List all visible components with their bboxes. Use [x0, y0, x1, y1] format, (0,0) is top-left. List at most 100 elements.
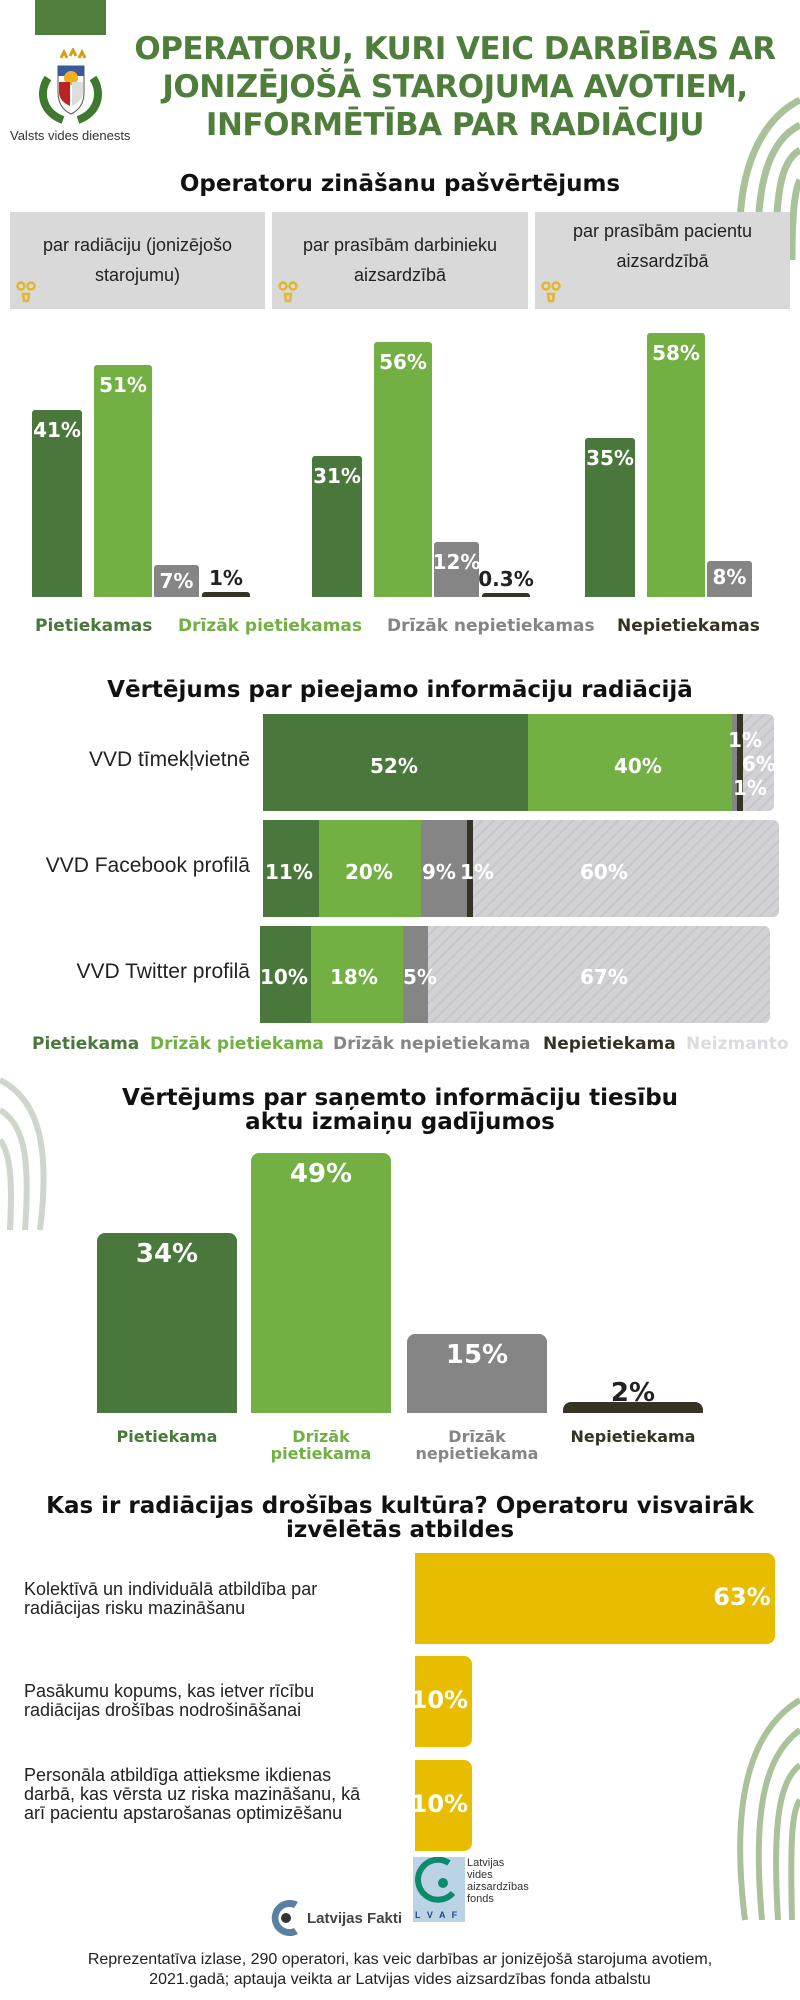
title-line: aktu izmaiņu gadījumos — [245, 1109, 555, 1135]
bar — [563, 1402, 703, 1413]
category-label: par prasībām darbinieku aizsardzībā — [302, 235, 498, 285]
bar-segment — [528, 714, 733, 811]
radiation-icon — [278, 281, 298, 303]
legend-item: Pietiekamas — [35, 616, 153, 636]
bar-segment — [402, 926, 429, 1023]
segment-label: 1% — [733, 776, 767, 800]
radiation-icon — [16, 281, 36, 303]
legend-item: Drīzāk pietiekamas — [178, 616, 363, 636]
segment-label: 60% — [580, 860, 628, 884]
data-label: 15% — [445, 1339, 509, 1370]
segment-label: 40% — [614, 754, 662, 778]
segment-label: 52% — [370, 754, 418, 778]
bar — [251, 1153, 391, 1413]
bar-segment — [732, 714, 738, 811]
category-label: par prasībām pacientu aizsardzībā — [572, 221, 753, 271]
data-label: 12% — [432, 550, 481, 575]
lvaf-text: aizsardzības — [467, 1881, 529, 1893]
row-label: VVD Facebook profilā — [45, 854, 250, 877]
segment-label: 10% — [260, 965, 308, 989]
row-label: VVD Twitter profilā — [76, 960, 250, 983]
category-box: par radiāciju (jonizējošo starojumu) — [10, 212, 265, 309]
segment-label: 9% — [422, 860, 456, 884]
data-label: 10% — [410, 1790, 469, 1818]
bar-segment — [421, 820, 467, 917]
answer-label: Pasākumu kopums, kas ietver rīcību radiā… — [24, 1681, 315, 1720]
fingerprint-decoration-bottom — [737, 1697, 800, 1921]
bar-segment — [260, 926, 311, 1023]
data-label: 2% — [610, 1378, 656, 1409]
data-label: 31% — [313, 463, 361, 488]
footnote: Reprezentatīva izlase, 290 operatori, ka… — [0, 1950, 800, 1990]
category-label: Drīzāk nepietiekama — [415, 1427, 539, 1463]
segment-label: 18% — [330, 965, 378, 989]
data-label: 7% — [159, 569, 194, 594]
bar-segment — [428, 926, 770, 1023]
bar-segment — [319, 820, 422, 917]
radiation-icon — [541, 281, 561, 303]
segment-label: 6% — [742, 752, 776, 776]
title-line: INFORMĒTĪBA PAR RADIĀCIJU — [205, 107, 705, 143]
data-label: 1% — [209, 566, 243, 591]
bar — [585, 437, 635, 597]
latvijas-fakti-logo: Latvijas Fakti — [268, 1898, 402, 1938]
bar-segment — [467, 820, 473, 917]
bar-segment — [473, 820, 779, 917]
data-label: 8% — [712, 564, 747, 589]
title-line: Kas ir radiācijas drošības kultūra? Oper… — [46, 1493, 754, 1519]
data-label: 10% — [410, 1686, 469, 1714]
bar — [374, 342, 432, 597]
lvaf-abbr: L V A F — [415, 1910, 460, 1920]
data-label: 0.3% — [478, 567, 534, 591]
section1-title: Operatoru zināšanu pašvērtējums — [179, 171, 621, 197]
category-label: Drīzāk pietiekama — [270, 1427, 372, 1463]
data-label: 49% — [289, 1159, 353, 1190]
title-line: Vērtējums par saņemto informāciju tiesīb… — [121, 1085, 679, 1111]
data-label: 41% — [33, 418, 81, 443]
bar — [415, 1656, 473, 1747]
data-label: 35% — [586, 445, 634, 470]
lvaf-text: fonds — [467, 1893, 494, 1905]
title-line: izvēlētās atbildes — [285, 1517, 515, 1543]
footnote-line: Reprezentatīva izlase, 290 operatori, ka… — [87, 1951, 713, 1968]
bar — [202, 592, 250, 597]
bar — [94, 364, 152, 597]
legend-item: Drīzāk nepietiekamas — [387, 616, 595, 636]
bar-segment — [263, 714, 529, 811]
bar — [407, 1333, 547, 1413]
bar — [312, 455, 362, 597]
bar-segment — [737, 714, 744, 811]
answer-label: Kolektīvā un individuālā atbildība par r… — [24, 1579, 318, 1618]
bar — [415, 1760, 473, 1851]
data-label: 51% — [99, 372, 147, 397]
category-box: par prasībām pacientu aizsardzībā — [535, 212, 790, 309]
segment-label: 20% — [345, 860, 393, 884]
legend-item: Drīzāk pietiekama — [150, 1034, 324, 1054]
legend-item: Drīzāk nepietiekama — [333, 1034, 531, 1054]
bar-segment — [743, 714, 774, 811]
row-label: VVD tīmekļvietnē — [88, 748, 250, 771]
bar — [415, 1553, 775, 1644]
latvijas-fakti-icon — [271, 1900, 298, 1936]
segment-label: 11% — [265, 860, 313, 884]
data-label: 34% — [135, 1238, 199, 1269]
footnote-line: 2021.gadā; aptauja veikta ar Latvijas vi… — [149, 1971, 651, 1988]
section3-title: Vērtējums par saņemto informāciju tiesīb… — [0, 1086, 800, 1134]
bar — [482, 593, 530, 597]
data-label: 56% — [379, 350, 427, 375]
bar-segment — [311, 926, 403, 1023]
header-green-block — [35, 0, 106, 35]
lvaf-logo: L V A F Latvijas vides aizsardzības fond… — [413, 1856, 529, 1922]
legend-item: Nepietiekama — [543, 1034, 676, 1054]
category-box: par prasībām darbinieku aizsardzībā — [272, 212, 528, 309]
legend-item: Pietiekama — [32, 1034, 140, 1054]
segment-label: 67% — [580, 965, 628, 989]
data-label: 63% — [713, 1583, 771, 1611]
org-name: Valsts vides dienests — [10, 128, 131, 143]
title-line: JONIZĒJOŠĀ STAROJUMA AVOTIEM, — [162, 69, 748, 105]
bar — [434, 542, 479, 597]
data-label: 58% — [652, 341, 700, 366]
legend-item: Neizmanto — [686, 1034, 789, 1054]
logo-text: Latvijas Fakti — [307, 1909, 403, 1927]
coat-of-arms-logo — [39, 48, 102, 124]
